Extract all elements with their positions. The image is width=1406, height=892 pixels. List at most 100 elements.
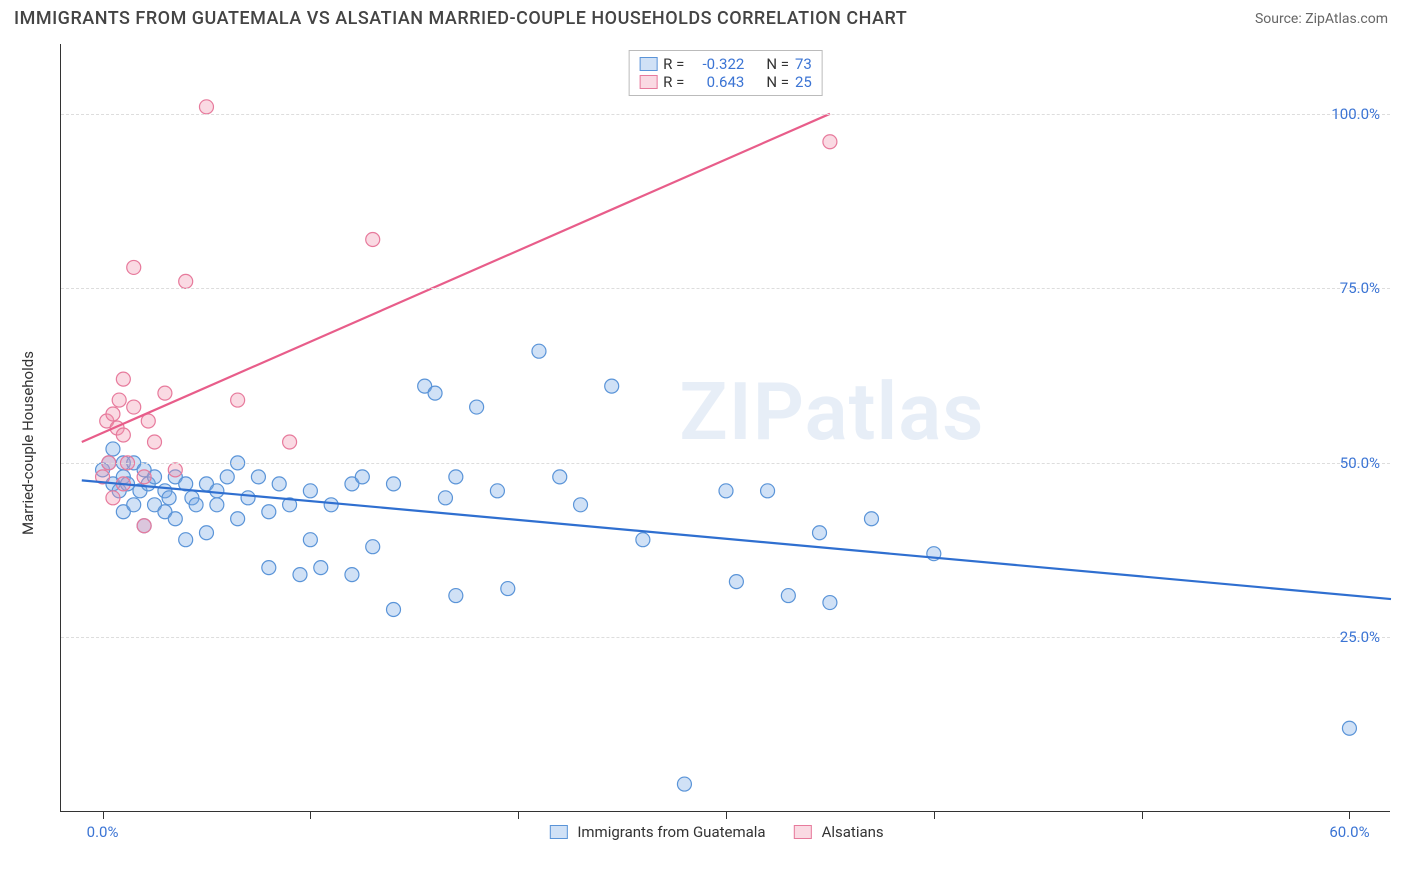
data-point <box>490 484 504 498</box>
data-point <box>1342 721 1356 735</box>
data-point <box>220 470 234 484</box>
y-axis-label: Married-couple Households <box>19 351 37 535</box>
title-bar: IMMIGRANTS FROM GUATEMALA VS ALSATIAN MA… <box>0 0 1406 33</box>
data-point <box>199 100 213 114</box>
data-point <box>168 463 182 477</box>
n-label: N = <box>766 73 789 91</box>
data-point <box>137 519 151 533</box>
gridline <box>61 637 1390 638</box>
data-point <box>366 540 380 554</box>
legend-swatch <box>549 825 567 839</box>
ytick-label: 50.0% <box>1340 454 1380 472</box>
data-point <box>262 561 276 575</box>
n-label: N = <box>766 55 789 73</box>
gridline <box>61 463 1390 464</box>
gridline <box>61 288 1390 289</box>
data-point <box>179 274 193 288</box>
r-label: R = <box>663 55 684 73</box>
data-point <box>823 596 837 610</box>
legend-series-label: Alsatians <box>822 823 884 841</box>
data-point <box>116 428 130 442</box>
data-point <box>314 561 328 575</box>
data-point <box>303 533 317 547</box>
data-point <box>262 505 276 519</box>
ytick-label: 25.0% <box>1340 628 1380 646</box>
data-point <box>345 568 359 582</box>
data-point <box>677 777 691 791</box>
data-point <box>729 575 743 589</box>
n-value: 73 <box>795 55 812 73</box>
xtick <box>726 811 727 819</box>
r-value: -0.322 <box>690 55 744 73</box>
gridline <box>61 114 1390 115</box>
xtick <box>1142 811 1143 819</box>
data-point <box>553 470 567 484</box>
chart-title: IMMIGRANTS FROM GUATEMALA VS ALSATIAN MA… <box>14 8 907 29</box>
data-point <box>303 484 317 498</box>
chart-svg <box>61 44 1390 811</box>
data-point <box>231 512 245 526</box>
data-point <box>636 533 650 547</box>
data-point <box>162 491 176 505</box>
source-label: Source: ZipAtlas.com <box>1255 11 1388 27</box>
data-point <box>106 491 120 505</box>
data-point <box>106 442 120 456</box>
data-point <box>449 589 463 603</box>
legend-correlation-box: R = -0.322 N = 73 R = 0.643 N = 25 <box>628 50 823 96</box>
data-point <box>532 344 546 358</box>
ytick-label: 100.0% <box>1331 105 1380 123</box>
n-value: 25 <box>795 73 812 91</box>
legend-correlation-row: R = -0.322 N = 73 <box>639 55 812 73</box>
data-point <box>574 498 588 512</box>
data-point <box>251 470 265 484</box>
data-point <box>428 386 442 400</box>
data-point <box>210 498 224 512</box>
ytick-label: 75.0% <box>1340 279 1380 297</box>
data-point <box>210 484 224 498</box>
data-point <box>605 379 619 393</box>
data-point <box>168 512 182 526</box>
data-point <box>449 470 463 484</box>
legend-series: Immigrants from GuatemalaAlsatians <box>549 823 901 841</box>
xtick-label: 0.0% <box>87 823 119 841</box>
data-point <box>387 477 401 491</box>
data-point <box>355 470 369 484</box>
data-point <box>324 498 338 512</box>
data-point <box>283 435 297 449</box>
data-point <box>470 400 484 414</box>
data-point <box>761 484 775 498</box>
data-point <box>272 477 286 491</box>
plot-wrap: Married-couple Households ZIPatlas R =-0… <box>38 44 1390 842</box>
data-point <box>231 393 245 407</box>
data-point <box>864 512 878 526</box>
data-point <box>189 498 203 512</box>
data-point <box>127 260 141 274</box>
data-point <box>112 393 126 407</box>
data-point <box>781 589 795 603</box>
r-label: R = <box>663 73 684 91</box>
legend-swatch <box>794 825 812 839</box>
data-point <box>116 372 130 386</box>
data-point <box>813 526 827 540</box>
data-point <box>199 526 213 540</box>
plot-area: ZIPatlas R =-0.322N =73R = 0.643N =25 Im… <box>60 44 1390 812</box>
data-point <box>127 498 141 512</box>
xtick-label: 60.0% <box>1329 823 1369 841</box>
data-point <box>179 533 193 547</box>
data-point <box>158 386 172 400</box>
r-value: 0.643 <box>690 73 744 91</box>
data-point <box>366 232 380 246</box>
xtick <box>518 811 519 819</box>
data-point <box>501 582 515 596</box>
data-point <box>438 491 452 505</box>
legend-swatch <box>639 75 657 89</box>
xtick <box>310 811 311 819</box>
data-point <box>127 400 141 414</box>
legend-correlation-row: R = 0.643 N = 25 <box>639 73 812 91</box>
data-point <box>148 435 162 449</box>
data-point <box>387 603 401 617</box>
data-point <box>106 407 120 421</box>
data-point <box>241 491 255 505</box>
xtick <box>1349 811 1350 819</box>
legend-swatch <box>639 57 657 71</box>
